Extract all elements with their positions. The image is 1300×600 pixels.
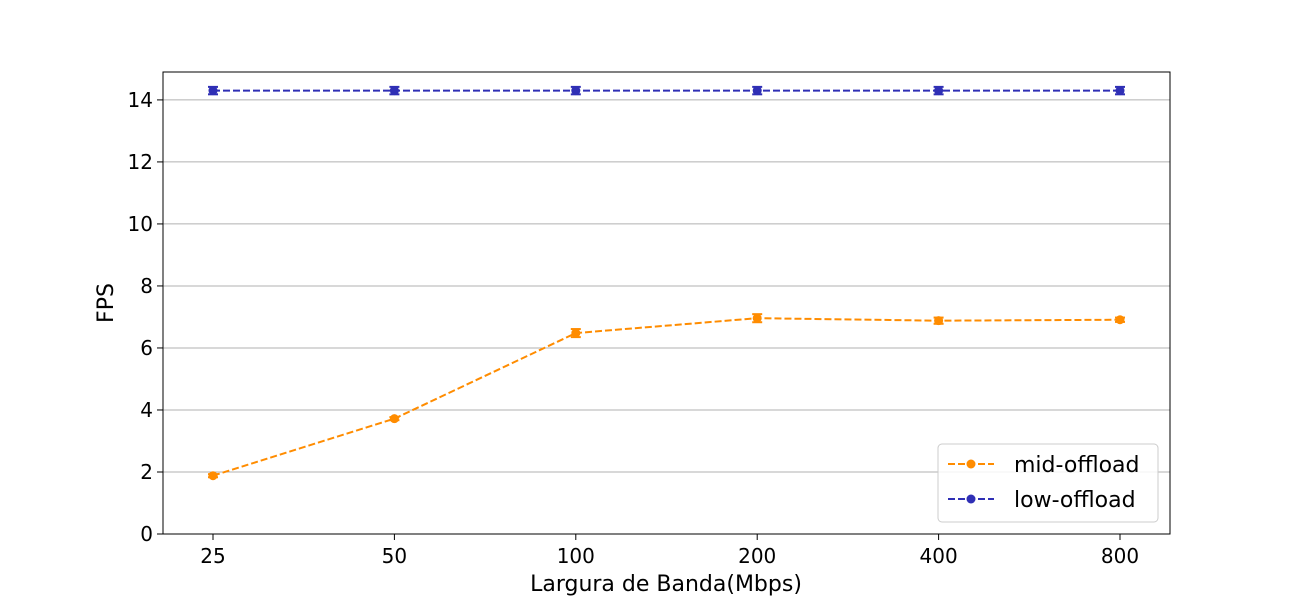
data-point (389, 86, 399, 96)
x-tick-label: 25 (200, 544, 225, 568)
legend: mid-offload low-offload (937, 443, 1159, 523)
y-tick-label: 6 (140, 336, 153, 360)
data-series (208, 85, 1125, 481)
y-tick-label: 4 (140, 398, 153, 422)
legend-label: mid-offload (1014, 453, 1140, 478)
data-point (571, 328, 581, 338)
y-tick-label: 2 (140, 460, 153, 484)
data-point (389, 414, 399, 424)
y-tick-label: 10 (128, 212, 153, 236)
data-point (752, 313, 762, 323)
x-tick-label: 400 (920, 544, 958, 568)
data-point (752, 86, 762, 96)
grid-lines (163, 99, 1170, 535)
axes: 0 2 4 6 8 10 12 14 25 50 100 200 400 800 (128, 88, 1140, 568)
x-axis-label: Largura de Banda(Mbps) (530, 572, 802, 597)
legend-label: low-offload (1014, 488, 1136, 513)
legend-marker (966, 459, 976, 469)
legend-marker (966, 494, 976, 504)
data-point (208, 471, 218, 481)
data-point (1115, 315, 1125, 325)
x-tick-label: 50 (382, 544, 407, 568)
data-point (208, 86, 218, 96)
y-tick-label: 12 (128, 150, 153, 174)
series-low-offload (208, 85, 1125, 96)
data-point (1115, 86, 1125, 96)
series-line (212, 317, 1121, 477)
data-point (934, 316, 944, 326)
x-tick-label: 800 (1101, 544, 1139, 568)
y-tick-label: 0 (140, 522, 153, 546)
x-tick-label: 100 (557, 544, 595, 568)
x-tick-label: 200 (738, 544, 776, 568)
data-point (934, 86, 944, 96)
plot-frame (162, 71, 1171, 535)
y-tick-label: 14 (128, 88, 153, 112)
y-axis-label: FPS (94, 283, 119, 323)
y-tick-label: 8 (140, 274, 153, 298)
series-mid-offload (208, 313, 1125, 481)
data-point (571, 86, 581, 96)
